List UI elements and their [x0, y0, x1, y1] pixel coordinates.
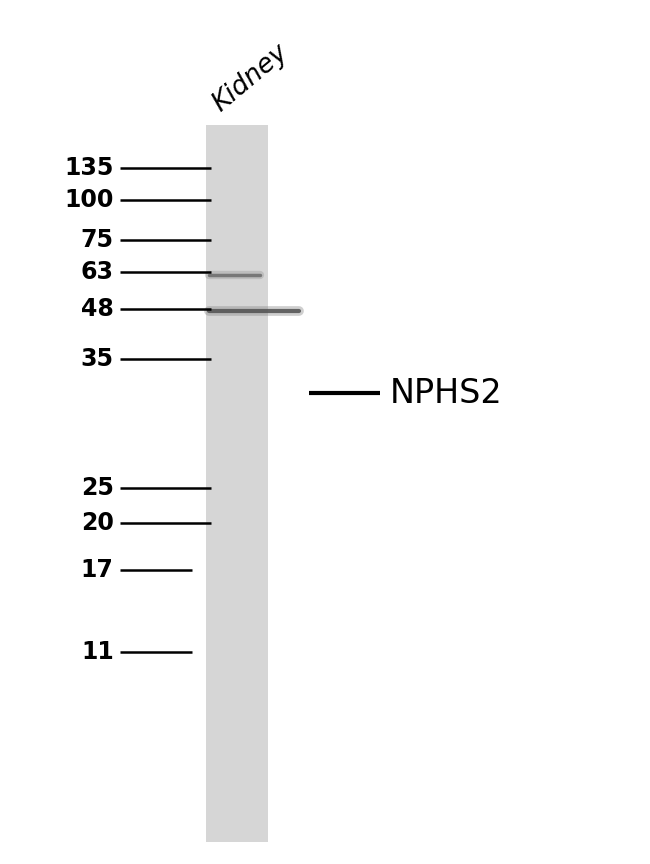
Text: 17: 17: [81, 558, 114, 582]
Text: 11: 11: [81, 640, 114, 664]
Text: 25: 25: [81, 476, 114, 500]
Text: 63: 63: [81, 260, 114, 284]
Text: 75: 75: [81, 228, 114, 252]
Bar: [207, 125, 268, 842]
Text: 100: 100: [64, 188, 114, 213]
Text: 20: 20: [81, 511, 114, 535]
Text: 135: 135: [64, 156, 114, 181]
Text: Kidney: Kidney: [207, 39, 293, 117]
Text: 35: 35: [81, 346, 114, 371]
Text: 48: 48: [81, 297, 114, 321]
Text: NPHS2: NPHS2: [390, 377, 502, 410]
